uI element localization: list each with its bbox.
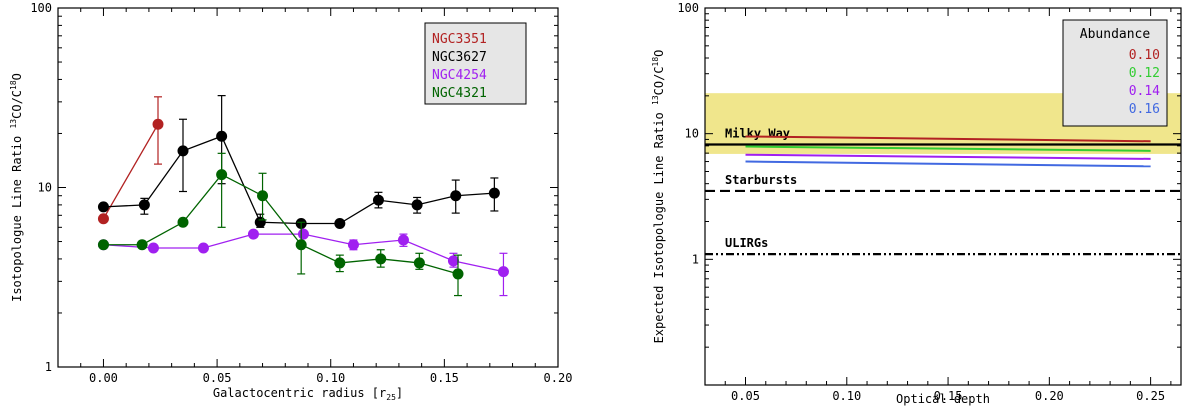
data-point [347, 239, 359, 251]
y-tick-label: 1 [45, 360, 52, 374]
data-point [452, 268, 464, 280]
series-line [103, 135, 495, 225]
data-point [197, 242, 209, 254]
data-point [97, 213, 109, 225]
x-tick-label: 0.05 [203, 371, 232, 385]
legend-box [424, 22, 527, 105]
series-line [103, 173, 459, 275]
data-point [372, 194, 384, 206]
reference-label: ULIRGs [725, 236, 768, 250]
data-point [497, 266, 509, 278]
data-point [97, 239, 109, 251]
y-tick-label: 10 [685, 127, 699, 141]
x-tick-label: 0.20 [1035, 389, 1064, 403]
data-point [411, 199, 423, 211]
legend-title: Abundance [1080, 27, 1151, 42]
reference-label: Starbursts [725, 173, 797, 187]
abundance-line [745, 160, 1151, 168]
series-ngc4321 [97, 152, 464, 297]
legend: NGC3351 NGC3627 NGC4254 NGC4321 [424, 22, 527, 105]
data-point [216, 169, 228, 181]
data-point [254, 216, 266, 228]
legend-entry: NGC4254 [432, 68, 487, 83]
legend-entry: 0.16 [1129, 102, 1160, 117]
data-point [334, 257, 346, 269]
data-point [147, 242, 159, 254]
legend-box [1062, 19, 1168, 127]
x-tick-label: 0.15 [430, 371, 459, 385]
data-point [397, 234, 409, 246]
x-axis-title: Optical depth [896, 392, 990, 406]
legend-entry: 0.14 [1129, 84, 1160, 99]
y-tick-label: 100 [677, 1, 699, 15]
legend-entry: NGC4321 [432, 86, 487, 101]
series-ngc4254 [97, 228, 509, 297]
data-point [450, 190, 462, 202]
y-axis-title: Isotopologue Line Ratio 13CO/C18O [9, 73, 24, 302]
data-point [488, 187, 500, 199]
data-point [447, 255, 459, 267]
series-ngc3351 [97, 96, 164, 225]
legend-entry: NGC3627 [432, 50, 487, 65]
x-tick-label: 0.25 [1136, 389, 1165, 403]
data-point [152, 118, 164, 130]
abundance-line [745, 135, 1151, 143]
data-point [257, 190, 269, 202]
x-tick-label: 0.00 [89, 371, 118, 385]
abundance-line [745, 153, 1151, 160]
y-tick-label: 10 [38, 181, 52, 195]
x-tick-label: 0.15 [934, 389, 963, 403]
data-point [375, 253, 387, 265]
reference-label: Milky Way [725, 126, 790, 140]
left-chart: 0.00 0.05 0.10 0.15 0.20 1 10 100 Isotopologue L… [9, 1, 572, 402]
data-point [177, 145, 189, 157]
plot-frame [704, 7, 1182, 386]
data-point [136, 239, 148, 251]
y-tick-label: 1 [692, 252, 699, 266]
legend-entry: NGC3351 [432, 32, 487, 47]
data-point [216, 130, 228, 142]
x-axis-title: Galactocentric radius [r25] [213, 386, 403, 402]
x-tick-label: 0.10 [316, 371, 345, 385]
data-point [413, 257, 425, 269]
series-line [102, 123, 159, 220]
y-axis-title: Expected Isotopologue Line Ratio 13CO/C1… [651, 50, 666, 344]
x-tick-label: 0.20 [544, 371, 573, 385]
abundance-line [745, 145, 1151, 152]
data-point [334, 218, 346, 230]
data-point [177, 216, 189, 228]
y-tick-label: 100 [30, 1, 52, 15]
data-point [247, 228, 259, 240]
legend-entry: 0.12 [1129, 66, 1160, 81]
legend: Abundance 0.10 0.12 0.14 0.16 [1062, 19, 1168, 127]
data-point [295, 239, 307, 251]
x-tick-label: 0.05 [731, 389, 760, 403]
data-point [138, 199, 150, 211]
x-tick-label: 0.10 [832, 389, 861, 403]
legend-entry: 0.10 [1129, 48, 1160, 63]
data-point [297, 228, 309, 240]
right-chart: 0.05 0.10 0.15 0.20 0.25 1 10 100 Expected Isoto… [651, 1, 1182, 406]
data-point [97, 201, 109, 213]
